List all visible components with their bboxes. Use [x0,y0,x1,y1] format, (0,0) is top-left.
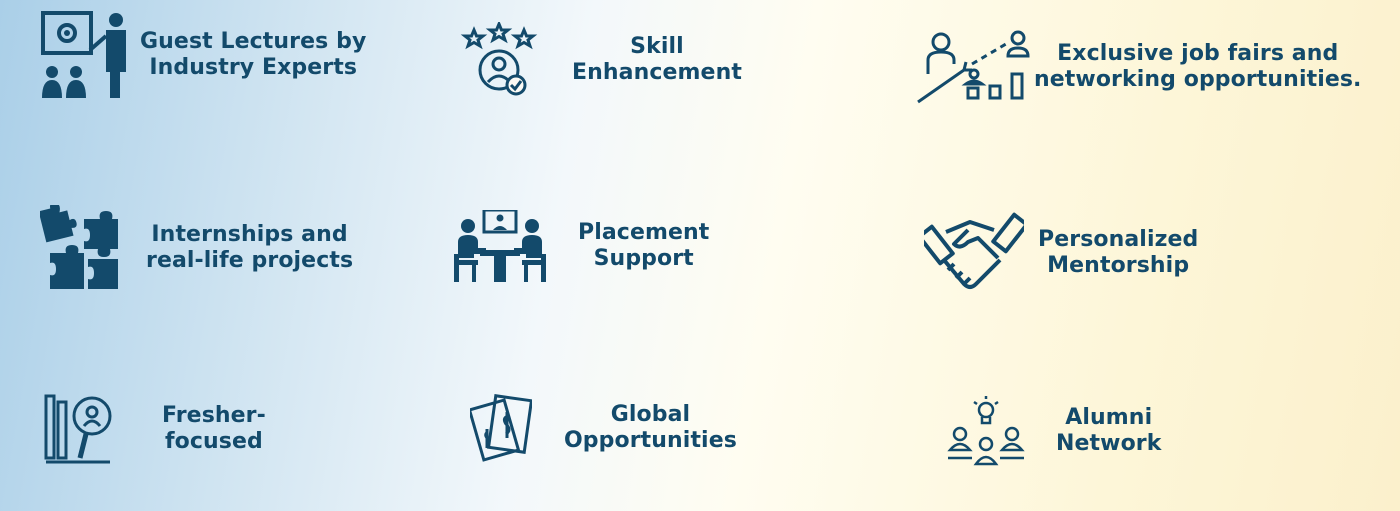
feature-fresher-focused: Fresher- focused [44,392,266,466]
puzzle-icon [40,205,120,291]
feature-label: Exclusive job fairs and networking oppor… [1034,41,1362,92]
feature-alumni-network: Alumni Network [946,394,1161,468]
resume-search-icon [44,392,116,466]
feature-guest-lectures: Guest Lectures by Industry Experts [40,10,366,100]
feature-global-opportunities: Global Opportunities [470,394,737,462]
idea-group-icon [946,394,1026,468]
feature-label: Alumni Network [1056,405,1162,456]
feature-placement-support: Placement Support [454,210,709,282]
feature-job-fairs: Exclusive job fairs and networking oppor… [914,30,1362,104]
presenter-icon [40,10,130,100]
feature-internships: Internships and real-life projects [40,205,353,291]
skill-star-user-icon [460,22,538,98]
feature-mentorship: Personalized Mentorship [924,208,1198,298]
feature-label: Skill Enhancement [572,34,742,85]
feature-label: Guest Lectures by Industry Experts [140,29,367,80]
feature-label: Internships and real-life projects [146,222,354,273]
feature-label: Placement Support [578,220,710,271]
feature-label: Fresher- focused [162,403,266,454]
feature-label: Global Opportunities [564,402,737,453]
money-bills-icon [470,394,532,462]
feature-label: Personalized Mentorship [1038,227,1199,278]
interview-meeting-icon [454,210,546,282]
feature-skill-enhancement: Skill Enhancement [460,22,742,98]
handshake-icon [924,208,1024,298]
career-growth-icon [914,30,1034,104]
